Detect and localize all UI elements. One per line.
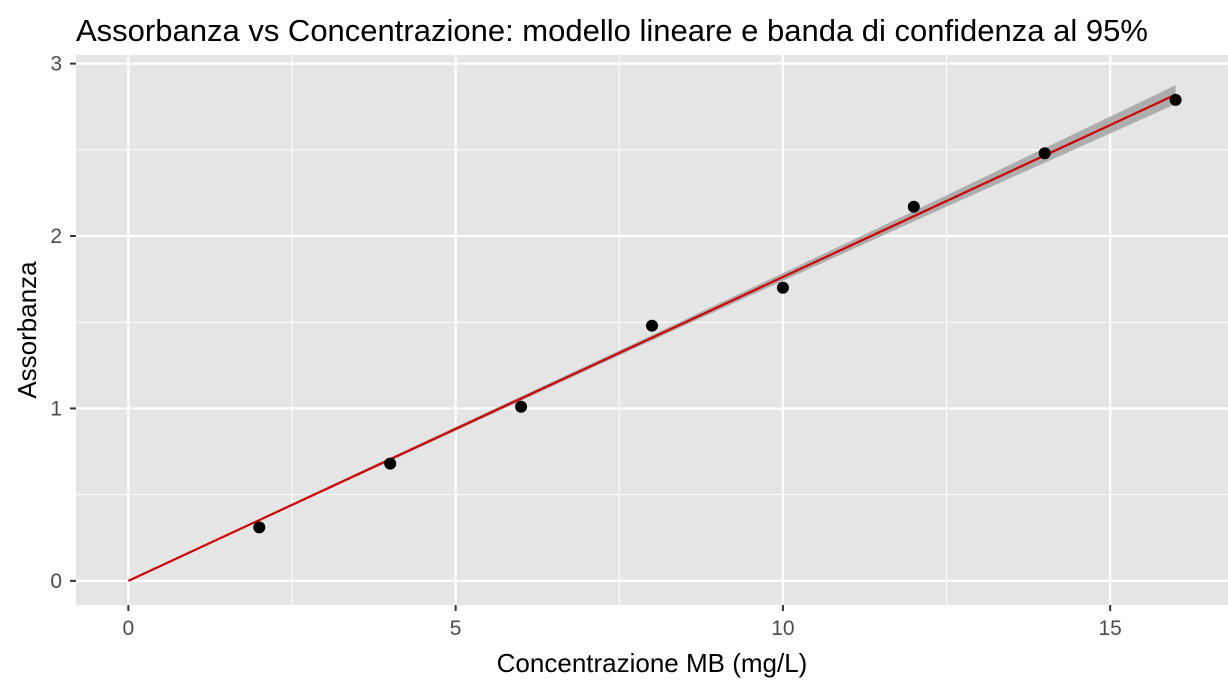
x-tick-label: 5: [450, 617, 462, 640]
fit-line: [127, 93, 1177, 582]
x-tick-label: 15: [1099, 617, 1122, 640]
x-tick-label: 10: [771, 617, 794, 640]
data-point: [515, 400, 528, 413]
x-axis-title: Concentrazione MB (mg/L): [497, 648, 808, 678]
data-point: [646, 319, 658, 332]
y-tick-label: 1: [50, 397, 62, 420]
fit-line-layer: [127, 93, 1177, 582]
x-tick-label: 0: [123, 617, 135, 640]
chart-title: Assorbanza vs Concentrazione: modello li…: [76, 13, 1148, 48]
data-point: [907, 200, 920, 213]
data-point: [253, 521, 266, 534]
data-point: [776, 281, 789, 294]
major-gridlines: [76, 55, 1228, 605]
y-axis-title: Assorbanza: [12, 261, 42, 399]
y-tick-label: 2: [50, 225, 62, 248]
y-tick-label: 3: [50, 53, 62, 76]
x-tick-labels: 0 5 10 15: [123, 617, 1122, 640]
data-point: [384, 457, 397, 470]
data-points-layer: [253, 93, 1182, 534]
data-point: [1169, 93, 1182, 106]
y-tick-label: 0: [50, 570, 62, 593]
minor-gridlines: [76, 55, 1228, 605]
axis-ticks: [70, 62, 1112, 611]
data-point: [1038, 147, 1051, 160]
y-tick-labels: 0 1 2 3: [50, 53, 62, 593]
